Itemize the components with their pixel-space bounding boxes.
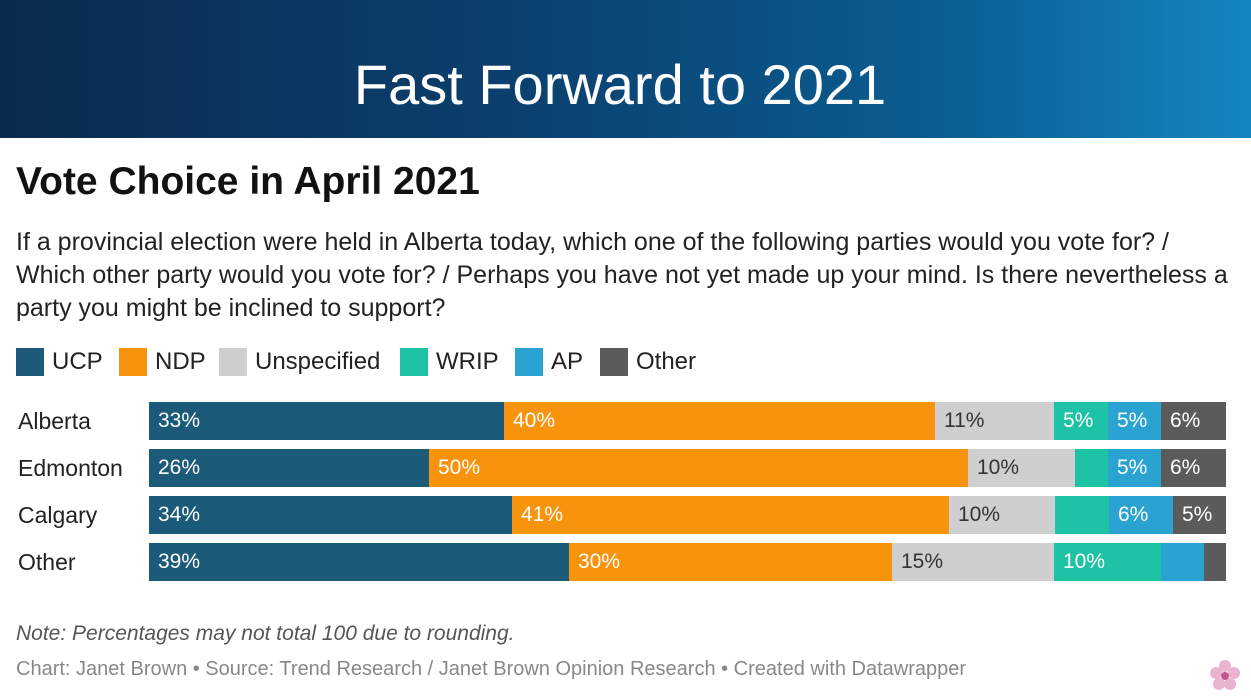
data-label: 5% [1117,456,1148,479]
bar-edmonton-other: 6% [1161,449,1226,487]
bar-alberta-other: 6% [1161,402,1226,440]
bar-alberta-unspecified: 11% [935,402,1054,440]
data-label: 5% [1117,409,1148,432]
source-credits: Chart: Janet Brown • Source: Trend Resea… [16,658,967,680]
row-label-edmonton: Edmonton [18,455,123,481]
flower-logo-icon [1210,660,1240,690]
legend-swatch [600,348,628,376]
bar-alberta-ndp: 40% [504,402,935,440]
row-label-other: Other [18,549,76,575]
bar-calgary-ap: 6% [1109,496,1173,534]
legend-label: AP [551,348,584,375]
bar-other-ucp: 39% [149,543,569,581]
data-label: 6% [1170,409,1201,432]
legend-label: UCP [52,348,103,375]
data-label: 11% [944,409,985,432]
data-label: 10% [1063,550,1106,573]
legend-label: Unspecified [255,348,381,375]
bar-calgary-other: 5% [1173,496,1226,534]
data-label: 33% [158,409,201,432]
footnote: Note: Percentages may not total 100 due … [16,622,515,645]
bar-other-unspecified: 15% [892,543,1054,581]
legend-swatch [400,348,428,376]
legend-label: WRIP [436,348,499,375]
data-label: 6% [1170,456,1201,479]
data-label: 10% [958,503,1001,526]
bar-calgary-unspecified: 10% [949,496,1055,534]
bar-alberta-ap: 5% [1108,402,1161,440]
data-label: 26% [158,456,201,479]
data-label: 15% [901,550,944,573]
bar-other-other [1204,543,1226,581]
row-label-calgary: Calgary [18,502,98,528]
legend-swatch [16,348,44,376]
data-label: 41% [521,503,564,526]
bar-edmonton-wrip [1075,449,1108,487]
row-label-alberta: Alberta [18,408,91,434]
bar-calgary-wrip [1055,496,1109,534]
data-label: 5% [1182,503,1213,526]
chart-title: Vote Choice in April 2021 [16,160,480,203]
legend-swatch [515,348,543,376]
bar-edmonton-ndp: 50% [429,449,968,487]
data-label: 5% [1063,409,1094,432]
data-label: 39% [158,550,201,573]
bar-calgary-ndp: 41% [512,496,949,534]
legend-label: NDP [155,348,206,375]
bar-edmonton-ucp: 26% [149,449,429,487]
bar-other-ap [1161,543,1204,581]
data-label: 30% [578,550,621,573]
bar-edmonton-ap: 5% [1108,449,1161,487]
banner-title: Fast Forward to 2021 [353,53,887,116]
legend-swatch [119,348,147,376]
data-label: 34% [158,503,201,526]
bar-other-wrip: 10% [1054,543,1161,581]
legend-swatch [219,348,247,376]
bar-alberta-wrip: 5% [1054,402,1108,440]
data-label: 10% [977,456,1020,479]
title-banner: Fast Forward to 2021 [0,0,1251,138]
data-label: 6% [1118,503,1149,526]
data-label: 50% [438,456,481,479]
survey-question: If a provincial election were held in Al… [16,228,1228,322]
bar-other-ndp: 30% [569,543,892,581]
bar-edmonton-unspecified: 10% [968,449,1075,487]
data-label: 40% [513,409,556,432]
bar-calgary-ucp: 34% [149,496,512,534]
bar-alberta-ucp: 33% [149,402,504,440]
legend-label: Other [636,348,697,375]
